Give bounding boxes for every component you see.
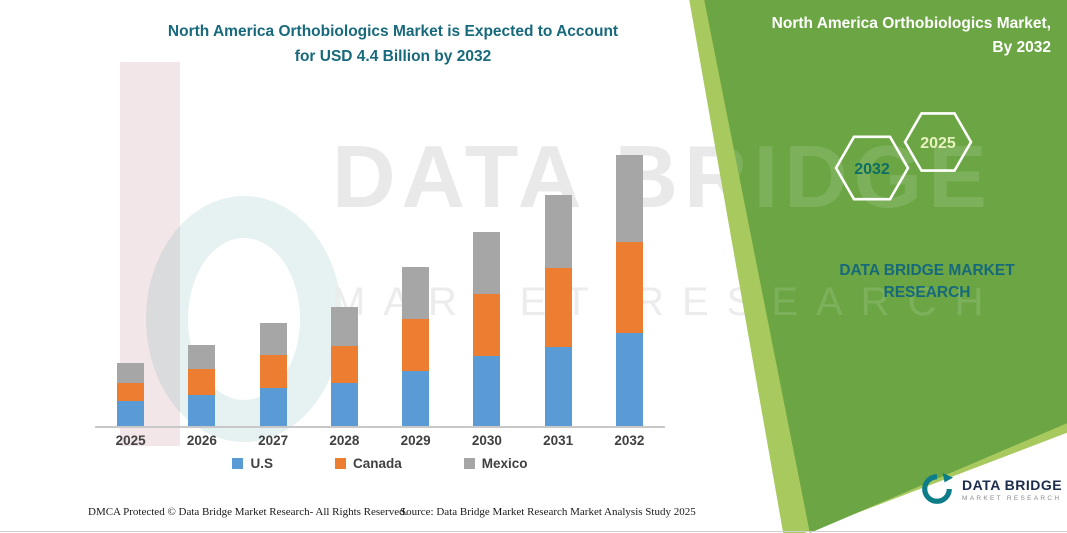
stacked-bar <box>188 345 216 426</box>
bar-segment-us <box>402 371 430 426</box>
bar-segment-mexico <box>117 363 145 383</box>
page-title-line1: North America Orthobiologics Market is E… <box>167 23 619 40</box>
plot-area <box>95 118 665 428</box>
legend: U.S Canada Mexico <box>95 456 665 471</box>
page-title-line2: for USD 4.4 Billion by 2032 <box>294 47 492 65</box>
hexagon-2025-label: 2025 <box>920 135 956 152</box>
bar-group <box>381 118 451 426</box>
bar-group <box>167 118 237 426</box>
logo-texts: DATA BRIDGE MARKET RESEARCH <box>962 477 1062 502</box>
bar-segment-us <box>615 333 643 426</box>
banner-title: North America Orthobiologics Market, By … <box>711 12 1051 60</box>
legend-swatch <box>334 458 346 469</box>
bar-segment-canada <box>188 369 216 395</box>
x-axis-label: 2030 <box>471 433 502 448</box>
logo-swirl <box>922 474 952 504</box>
bar-segment-us <box>544 347 572 426</box>
legend-item: U.S <box>232 456 273 471</box>
hexagon-2025-outline <box>903 112 973 172</box>
stacked-bar <box>117 363 145 426</box>
bar-group <box>594 118 664 426</box>
bar-segment-mexico <box>188 345 216 369</box>
stacked-bar <box>615 155 643 426</box>
banner-title-line1: North America Orthobiologics Market, <box>771 15 1051 32</box>
bar-segment-us <box>117 401 145 426</box>
bar-segment-us <box>259 388 287 426</box>
legend-label: Canada <box>352 456 402 471</box>
bar-segment-mexico <box>544 195 572 268</box>
banner-title-line2: By 2032 <box>992 39 1051 57</box>
x-axis-label: 2028 <box>329 433 360 448</box>
footer-source-text: Source: Data Bridge Market Research Mark… <box>400 506 696 518</box>
stacked-bar <box>402 267 430 426</box>
bar-segment-canada <box>615 242 643 333</box>
legend-item: Canada <box>334 456 402 471</box>
bar-group <box>96 118 166 426</box>
logo-tagline: MARKET RESEARCH <box>962 494 1062 502</box>
logo-arrow <box>942 472 954 483</box>
bar-segment-mexico <box>330 307 358 346</box>
page-title: North America Orthobiologics Market is E… <box>110 20 676 70</box>
bar-segment-mexico <box>402 267 430 319</box>
banner-brand-text: DATA BRIDGE MARKET RESEARCH <box>828 260 1026 305</box>
bar-segment-canada <box>402 319 430 371</box>
bar-segment-canada <box>473 294 501 356</box>
bar-segment-mexico <box>473 232 501 294</box>
bar-segment-canada <box>544 268 572 347</box>
bar-group <box>309 118 379 426</box>
legend-swatch <box>232 458 244 469</box>
bar-segment-mexico <box>615 155 643 242</box>
hexagon-2032-outline <box>834 135 910 201</box>
bar-segment-us <box>330 383 358 426</box>
stacked-bar <box>259 323 287 426</box>
x-axis-label: 2026 <box>186 433 217 448</box>
logo-name: DATA BRIDGE <box>962 476 1063 493</box>
bar-group <box>452 118 522 426</box>
banner-brand-line1: DATA BRIDGE MARKET <box>839 262 1015 279</box>
stacked-bar <box>330 307 358 426</box>
legend-label: Mexico <box>481 456 528 471</box>
footer-dmca-text: DMCA Protected © Data Bridge Market Rese… <box>88 506 408 518</box>
bar-segment-us <box>473 356 501 426</box>
stacked-bar <box>473 232 501 426</box>
bar-group <box>238 118 308 426</box>
banner-brand-line2: RESEARCH <box>883 284 971 302</box>
bar-segment-canada <box>330 346 358 383</box>
hexagon-2032-label: 2032 <box>854 161 890 178</box>
bar-segment-canada <box>117 383 145 401</box>
x-axis-label: 2029 <box>400 433 431 448</box>
bottom-divider <box>0 531 1067 532</box>
data-bridge-logo: DATA BRIDGE MARKET RESEARCH <box>920 472 1062 506</box>
legend-item: Mexico <box>463 456 528 471</box>
data-bridge-logo-icon <box>922 472 954 504</box>
x-axis-label: 2032 <box>614 433 645 448</box>
bar-segment-mexico <box>259 323 287 355</box>
x-axis-label: 2025 <box>115 433 146 448</box>
legend-swatch <box>463 458 475 469</box>
year-hexagons: 2032 2025 <box>834 112 973 201</box>
x-axis-label: 2031 <box>543 433 574 448</box>
stacked-bar <box>544 195 572 426</box>
legend-label: U.S <box>250 456 273 471</box>
x-axis-label: 2027 <box>258 433 289 448</box>
bar-group <box>523 118 593 426</box>
bar-segment-us <box>188 395 216 426</box>
bar-segment-canada <box>259 355 287 388</box>
x-axis-labels: 2025 2026 2027 2028 2029 2030 2031 2032 <box>95 433 665 448</box>
